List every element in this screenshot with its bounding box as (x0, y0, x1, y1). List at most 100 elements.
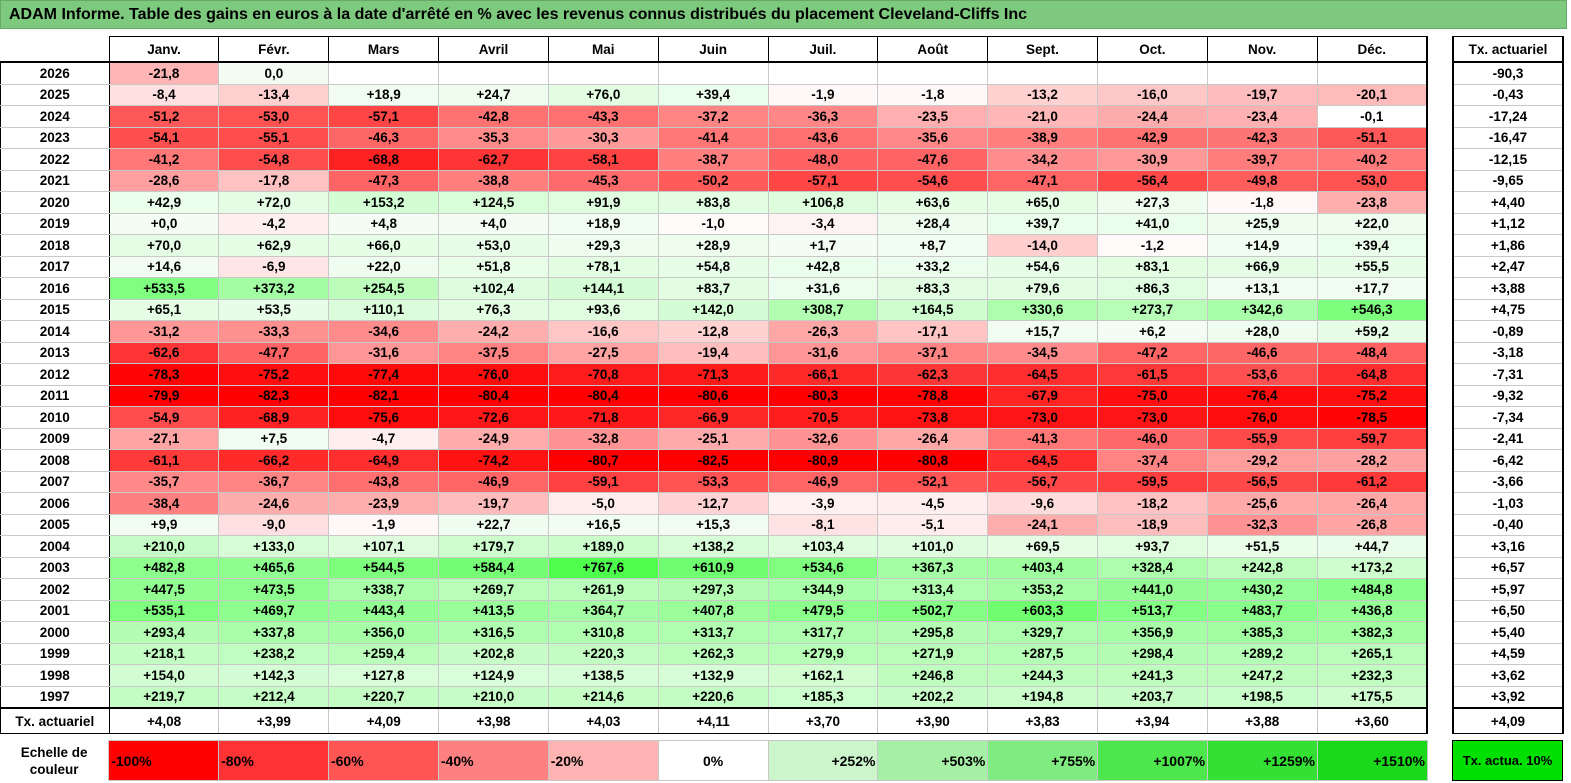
gain-cell (547, 61, 659, 85)
gain-cell: -4,5 (877, 492, 989, 515)
month-header: Juil. (767, 36, 879, 63)
gain-cell: -16,6 (547, 320, 659, 343)
rate-cell: +4,40 (1452, 191, 1564, 214)
gain-cell: -47,6 (877, 148, 989, 171)
gain-cell: +767,6 (547, 556, 659, 579)
total-cell: +4,08 (108, 707, 220, 734)
rate-cell: -7,31 (1452, 363, 1564, 386)
legend-rate-swatch-table: Tx. actua. 10% (1452, 740, 1563, 781)
gain-cell: -73,0 (1096, 406, 1208, 429)
gain-cell: -32,8 (547, 427, 659, 450)
gain-cell: -57,1 (767, 169, 879, 192)
rate-cell: +2,47 (1452, 255, 1564, 278)
gain-cell: +287,5 (987, 642, 1098, 665)
gain-cell: -28,6 (108, 169, 220, 192)
gain-cell: -38,9 (987, 126, 1098, 149)
gain-cell: -51,1 (1316, 126, 1428, 149)
gain-cell: -61,2 (1316, 470, 1428, 493)
table-row: 1997 +219,7 +212,4 +220,7 +210,0 +214,6 +220,6… (0, 685, 1428, 709)
gain-cell: -70,5 (767, 406, 879, 429)
gain-cell: -80,9 (767, 449, 879, 472)
gain-cell: -35,7 (108, 470, 220, 493)
table-row: 2000 +293,4 +337,8 +356,0 +316,5 +310,8 +313,7… (0, 621, 1428, 644)
gain-cell: -71,8 (547, 406, 659, 429)
gain-cell: +28,9 (657, 234, 769, 257)
gain-cell: -18,9 (1096, 513, 1208, 536)
gain-cell: -18,2 (1096, 492, 1208, 515)
rate-cell: -3,18 (1452, 341, 1564, 364)
gain-cell: +337,8 (218, 621, 330, 644)
table-row: 2020 +42,9 +72,0 +153,2 +124,5 +91,9 +83,8 +106… (0, 191, 1428, 214)
gain-cell: -1,8 (1206, 191, 1318, 214)
gain-cell: -21,8 (108, 61, 220, 85)
corner-cell (0, 36, 110, 63)
total-cell: +4,11 (657, 707, 769, 734)
gain-cell: +356,9 (1096, 621, 1208, 644)
gain-cell: +289,2 (1206, 642, 1318, 665)
gain-cell: -46,3 (328, 126, 440, 149)
gain-cell: +86,3 (1096, 277, 1208, 300)
legend-swatch: 0% (657, 740, 769, 781)
gain-cell: +330,6 (987, 298, 1098, 321)
gain-cell: -53,3 (657, 470, 769, 493)
gain-cell: +220,3 (547, 642, 659, 665)
gain-cell: -6,9 (218, 255, 330, 278)
gain-cell: +298,4 (1096, 642, 1208, 665)
gain-cell: -43,6 (767, 126, 879, 149)
gain-cell: +313,4 (877, 578, 989, 601)
gain-cell: +244,3 (987, 664, 1098, 687)
year-cell: 2025 (0, 83, 110, 106)
gain-cell: +127,8 (328, 664, 440, 687)
gain-cell: +483,7 (1206, 599, 1318, 622)
gain-cell: +31,6 (767, 277, 879, 300)
gain-cell: -24,4 (1096, 105, 1208, 128)
gain-cell: +353,2 (987, 578, 1098, 601)
gain-cell: +22,7 (438, 513, 549, 536)
rate-cell: +3,62 (1452, 664, 1564, 687)
gain-cell: -42,9 (1096, 126, 1208, 149)
gain-cell: -39,7 (1206, 148, 1318, 171)
gain-cell: +247,2 (1206, 664, 1318, 687)
gain-cell: +484,8 (1316, 578, 1428, 601)
gain-cell: +7,5 (218, 427, 330, 450)
year-cell: 2017 (0, 255, 110, 278)
gain-cell: +15,3 (657, 513, 769, 536)
gain-cell: -74,2 (438, 449, 549, 472)
gain-cell: +269,7 (438, 578, 549, 601)
gain-cell: -57,1 (328, 105, 440, 128)
gain-cell: +317,7 (767, 621, 879, 644)
gain-cell: +210,0 (438, 685, 549, 709)
gain-cell: -37,1 (877, 341, 989, 364)
rate-cell: -6,42 (1452, 449, 1564, 472)
gain-cell: -80,8 (877, 449, 989, 472)
month-header: Févr. (218, 36, 330, 63)
gain-cell: +297,3 (657, 578, 769, 601)
year-cell: 2021 (0, 169, 110, 192)
gain-cell: +584,4 (438, 556, 549, 579)
table-row: 2010 -54,9 -68,9 -75,6 -72,6 -71,8 -66,9 -70,5-… (0, 406, 1428, 429)
year-cell: 2012 (0, 363, 110, 386)
table-row: 2018 +70,0 +62,9 +66,0 +53,0 +29,3 +28,9 +1,7 +8… (0, 234, 1428, 257)
legend-swatch: +755% (987, 740, 1099, 781)
gain-cell: -77,4 (328, 363, 440, 386)
gain-cell: -64,5 (987, 363, 1098, 386)
gain-cell: -76,0 (1206, 406, 1318, 429)
gain-cell: -62,7 (438, 148, 549, 171)
gain-cell (987, 61, 1098, 85)
gain-cell: +25,9 (1206, 212, 1318, 235)
gain-cell: +535,1 (108, 599, 220, 622)
gain-cell: +91,9 (547, 191, 659, 214)
gain-cell: +308,7 (767, 298, 879, 321)
gain-cell: +39,4 (657, 83, 769, 106)
table-row: 2017 +14,6 -6,9 +22,0 +51,8 +78,1 +54,8 +42,8 +3… (0, 255, 1428, 278)
gain-cell: -3,4 (767, 212, 879, 235)
gain-cell: -26,8 (1316, 513, 1428, 536)
gain-cell: -4,7 (328, 427, 440, 450)
table-row: 2016 +533,5 +373,2 +254,5 +102,4 +144,1 +83,7 +… (0, 277, 1428, 300)
gain-cell: +51,5 (1206, 535, 1318, 558)
table-row: 2006 -38,4 -24,6 -23,9 -19,7 -5,0 -12,7 -3,9 -4,… (0, 492, 1428, 515)
gain-cell: -54,8 (218, 148, 330, 171)
gain-cell: +106,8 (767, 191, 879, 214)
gain-cell: +53,0 (438, 234, 549, 257)
gain-cell: -49,8 (1206, 169, 1318, 192)
